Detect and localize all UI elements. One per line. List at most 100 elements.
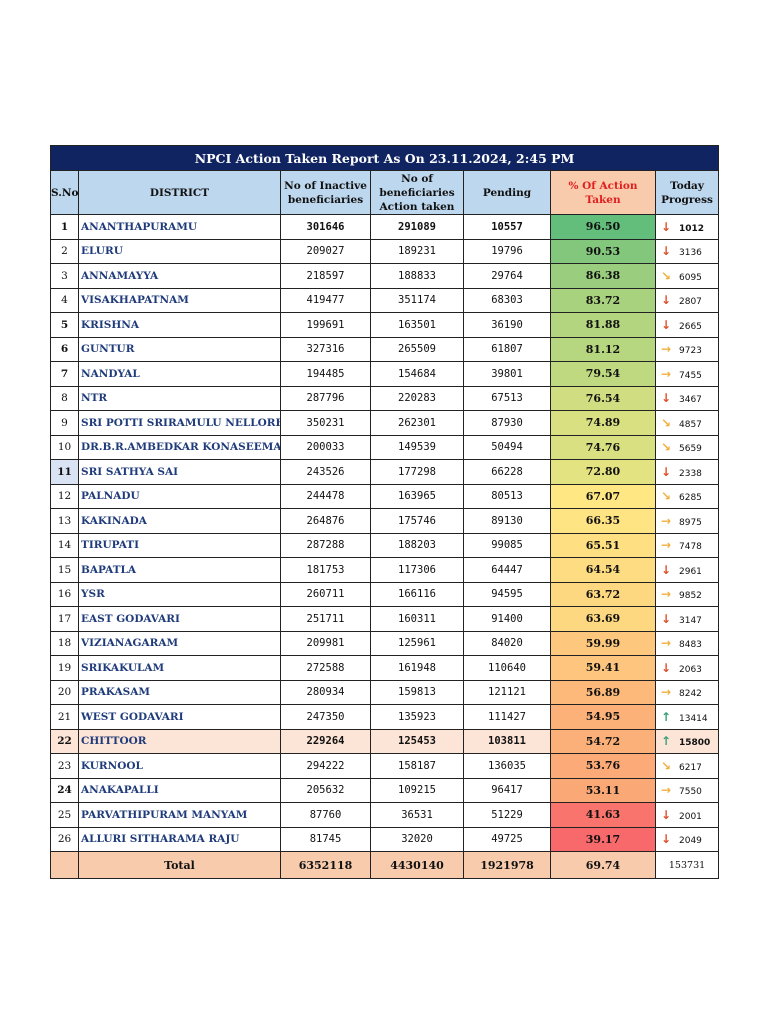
action-taken-pct: 83.72 [550, 287, 656, 313]
row-sno: 19 [50, 655, 79, 681]
inactive-count: 419477 [280, 287, 371, 313]
row-sno: 9 [50, 410, 79, 436]
trend-up-arrow-icon: ↑ [660, 709, 672, 724]
trend-right-arrow-icon: → [660, 783, 672, 798]
action-taken-count: 175746 [370, 508, 464, 534]
today-progress: → 8242 [654, 679, 720, 705]
table-row: 25 PARVATHIPURAM MANYAM 87760 36531 51229 41.… [50, 802, 720, 828]
district-name: SRI POTTI SRIRAMULU NELLORE [78, 410, 281, 436]
header-inactive: No of Inactive beneficiaries [280, 170, 371, 215]
district-name: TIRUPATI [78, 532, 281, 558]
district-name: VIZIANAGARAM [78, 630, 281, 656]
inactive-count: 327316 [280, 336, 371, 362]
pending-count: 51229 [463, 802, 551, 828]
today-progress: ↓ 3136 [654, 238, 720, 264]
today-progress-value: 3147 [679, 615, 702, 626]
row-sno: 7 [50, 361, 79, 387]
total-today: 153731 [654, 851, 720, 879]
trend-down-arrow-icon: ↓ [660, 219, 672, 234]
action-taken-pct: 66.35 [550, 508, 656, 534]
inactive-count: 280934 [280, 679, 371, 705]
district-name: KAKINADA [78, 508, 281, 534]
table-row: 24 ANAKAPALLI 205632 109215 96417 53.11 → 7550 [50, 777, 720, 803]
today-progress-value: 6217 [679, 762, 702, 773]
pending-count: 121121 [463, 679, 551, 705]
inactive-count: 218597 [280, 263, 371, 289]
pending-count: 110640 [463, 655, 551, 681]
table-row: 26 ALLURI SITHARAMA RAJU 81745 32020 49725 39… [50, 826, 720, 852]
pending-count: 80513 [463, 483, 551, 509]
district-name: PRAKASAM [78, 679, 281, 705]
row-sno: 1 [50, 214, 79, 240]
action-taken-pct: 41.63 [550, 802, 656, 828]
inactive-count: 301646 [280, 214, 371, 240]
action-taken-count: 351174 [370, 287, 464, 313]
pending-count: 67513 [463, 385, 551, 411]
today-progress-value: 8242 [679, 689, 702, 700]
today-progress-value: 6285 [679, 493, 702, 504]
today-progress: ↘ 6095 [654, 263, 720, 289]
action-taken-pct: 74.89 [550, 410, 656, 436]
header-pct: % Of Action Taken [550, 170, 656, 215]
district-name: GUNTUR [78, 336, 281, 362]
row-sno: 4 [50, 287, 79, 313]
district-name: KRISHNA [78, 312, 281, 338]
inactive-count: 287796 [280, 385, 371, 411]
row-sno: 22 [50, 728, 79, 754]
inactive-count: 287288 [280, 532, 371, 558]
row-sno: 6 [50, 336, 79, 362]
action-taken-count: 154684 [370, 361, 464, 387]
row-sno: 14 [50, 532, 79, 558]
row-sno: 2 [50, 238, 79, 264]
today-progress-value: 9723 [679, 346, 702, 357]
today-progress-value: 7550 [679, 787, 702, 798]
action-taken-count: 220283 [370, 385, 464, 411]
today-progress: ↘ 5659 [654, 434, 720, 460]
trend-up-arrow-icon: ↑ [660, 734, 672, 749]
row-sno: 13 [50, 508, 79, 534]
table-row: 21 WEST GODAVARI 247350 135923 111427 54.95 ↑ 1… [50, 704, 720, 730]
action-taken-pct: 53.76 [550, 753, 656, 779]
action-taken-count: 135923 [370, 704, 464, 730]
action-taken-pct: 86.38 [550, 263, 656, 289]
action-taken-pct: 90.53 [550, 238, 656, 264]
today-progress-value: 15800 [679, 738, 711, 749]
district-name: ELURU [78, 238, 281, 264]
inactive-count: 181753 [280, 557, 371, 583]
inactive-count: 244478 [280, 483, 371, 509]
action-taken-count: 159813 [370, 679, 464, 705]
today-progress-value: 3136 [679, 248, 702, 259]
trend-down-arrow-icon: ↓ [660, 317, 672, 332]
action-taken-count: 166116 [370, 581, 464, 607]
today-progress-value: 2001 [679, 811, 702, 822]
today-progress: → 8975 [654, 508, 720, 534]
trend-down-arrow-icon: ↓ [660, 464, 672, 479]
action-taken-pct: 65.51 [550, 532, 656, 558]
pending-count: 36190 [463, 312, 551, 338]
today-progress: ↘ 6217 [654, 753, 720, 779]
district-name: EAST GODAVARI [78, 606, 281, 632]
action-taken-count: 32020 [370, 826, 464, 852]
action-taken-count: 265509 [370, 336, 464, 362]
today-progress-value: 2665 [679, 321, 702, 332]
inactive-count: 205632 [280, 777, 371, 803]
total-pending: 1921978 [463, 851, 551, 879]
trend-down-right-arrow-icon: ↘ [660, 758, 672, 773]
trend-down-arrow-icon: ↓ [660, 660, 672, 675]
today-progress: ↓ 2049 [654, 826, 720, 852]
trend-down-arrow-icon: ↓ [660, 807, 672, 822]
today-progress: → 8483 [654, 630, 720, 656]
today-progress: ↓ 1012 [654, 214, 720, 240]
inactive-count: 194485 [280, 361, 371, 387]
district-name: VISAKHAPATNAM [78, 287, 281, 313]
trend-right-arrow-icon: → [660, 366, 672, 381]
pending-count: 10557 [463, 214, 551, 240]
trend-right-arrow-icon: → [660, 636, 672, 651]
trend-down-right-arrow-icon: ↘ [660, 489, 672, 504]
action-taken-pct: 81.12 [550, 336, 656, 362]
trend-right-arrow-icon: → [660, 513, 672, 528]
action-taken-pct: 63.72 [550, 581, 656, 607]
row-sno: 8 [50, 385, 79, 411]
today-progress-value: 2049 [679, 836, 702, 847]
row-sno: 10 [50, 434, 79, 460]
